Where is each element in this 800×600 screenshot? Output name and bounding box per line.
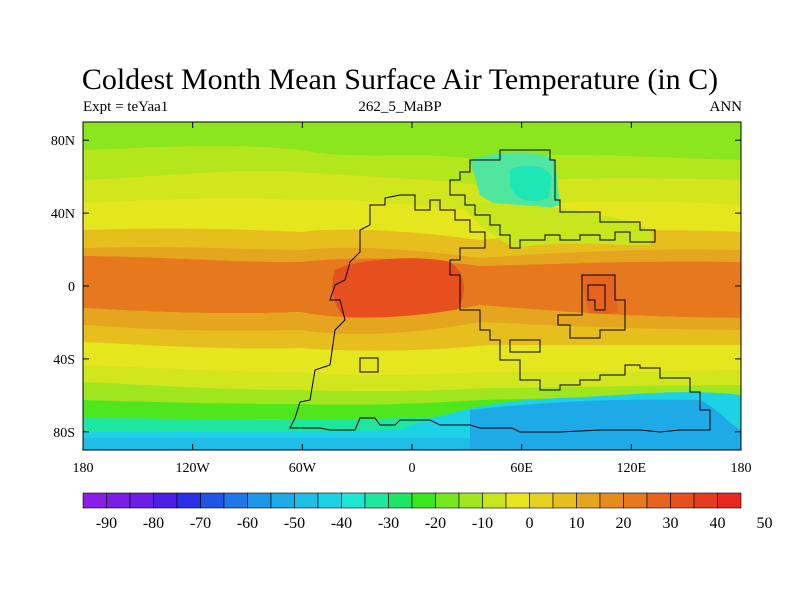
colorbar-swatch — [599, 492, 624, 509]
period-label: 262_5_MaBP — [358, 99, 442, 115]
colorbar-label: -30 — [378, 515, 399, 532]
colorbar-swatch — [458, 492, 483, 509]
colorbar-label: -20 — [425, 515, 446, 532]
colorbar-swatch — [505, 492, 530, 509]
experiment-label: Expt = teYaa1 — [83, 99, 169, 115]
colorbar-swatch — [529, 492, 554, 509]
colorbar-swatch — [576, 492, 601, 509]
temperature-field — [83, 122, 741, 450]
colorbar-swatch — [153, 492, 178, 509]
colorbar-label: -60 — [237, 515, 258, 532]
continent-outlines — [289, 149, 711, 433]
colorbar-label: -90 — [96, 515, 117, 532]
x-tick-label: 60E — [510, 461, 533, 476]
colorbar-swatch — [129, 492, 154, 509]
map-title: Coldest Month Mean Surface Air Temperatu… — [81, 63, 719, 96]
colorbar-swatch — [223, 492, 248, 509]
y-tick-label: 80N — [51, 134, 75, 149]
colorbar-label: 10 — [569, 515, 585, 532]
y-tick-label: 40N — [51, 207, 75, 222]
colorbar-swatch — [435, 492, 460, 509]
colorbar-swatch — [388, 492, 413, 509]
colorbar-label: -80 — [143, 515, 164, 532]
colorbar-swatch — [82, 492, 107, 509]
season-label: ANN — [709, 99, 743, 115]
colorbar-label: 30 — [663, 515, 679, 532]
colorbar-swatch — [364, 492, 389, 509]
x-tick-label: 60W — [289, 461, 317, 476]
colorbar-swatch — [693, 492, 718, 509]
x-tick-label: 180 — [731, 461, 752, 476]
colorbar-label: -50 — [284, 515, 305, 532]
y-tick-label: 40S — [53, 353, 75, 368]
colorbar-label: 40 — [710, 515, 726, 532]
colorbar-swatch — [176, 492, 201, 509]
y-tick-label: 0 — [68, 280, 75, 295]
x-axis: 180 120W 60W 0 60E 120E 180 — [73, 122, 752, 476]
colorbar-label: -70 — [190, 515, 211, 532]
x-tick-label: 0 — [409, 461, 416, 476]
colorbar-swatch — [717, 492, 742, 509]
colorbar-swatch — [646, 492, 671, 509]
y-axis: 80N 40N 0 40S 80S — [51, 134, 741, 441]
colorbar-swatch — [270, 492, 295, 509]
colorbar-swatch — [623, 492, 648, 509]
colorbar-swatch — [317, 492, 342, 509]
x-tick-label: 120E — [617, 461, 647, 476]
colorbar-swatch — [294, 492, 319, 509]
colorbar-swatch — [411, 492, 436, 509]
colorbar-swatch — [341, 492, 366, 509]
colorbar-label: 50 — [757, 515, 773, 532]
colorbar-swatch — [482, 492, 507, 509]
colorbar-swatch — [200, 492, 225, 509]
colorbar-label: -10 — [472, 515, 493, 532]
colorbar-label: -40 — [331, 515, 352, 532]
colorbar-swatch — [670, 492, 695, 509]
colorbar-label: 0 — [526, 515, 534, 532]
colorbar-label: 20 — [616, 515, 632, 532]
colorbar-swatch — [552, 492, 577, 509]
y-tick-label: 80S — [53, 426, 75, 441]
x-tick-label: 180 — [73, 461, 94, 476]
colorbar-swatch — [247, 492, 272, 509]
x-tick-label: 120W — [176, 461, 211, 476]
colorbar: -90 -80 -70 -60 -50 -40 -30 -20 -10 0 10 20 30 40 50 — [82, 492, 773, 532]
colorbar-swatch — [106, 492, 131, 509]
